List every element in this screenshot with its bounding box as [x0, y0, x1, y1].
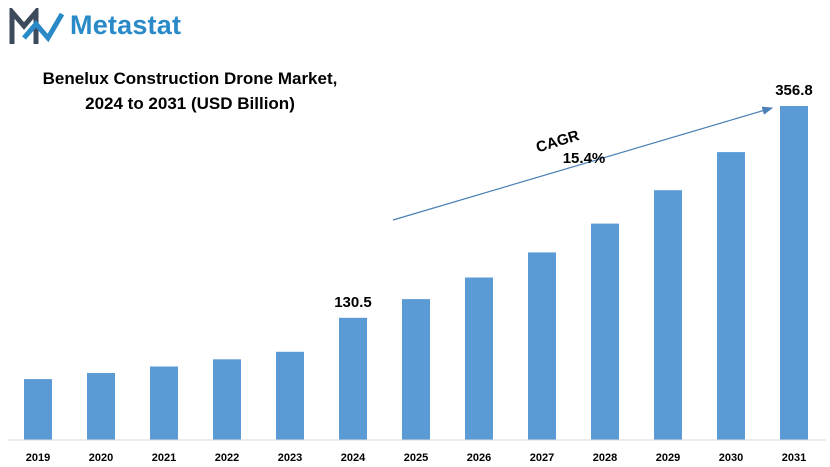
bar-2029 [654, 190, 682, 440]
bar-2022 [213, 359, 241, 440]
chart-title-line-1: Benelux Construction Drone Market, [42, 69, 338, 88]
bar-2020 [87, 373, 115, 440]
x-tick-2025: 2025 [404, 452, 428, 464]
x-tick-2021: 2021 [152, 452, 176, 464]
x-tick-2024: 2024 [341, 452, 366, 464]
x-tick-2031: 2031 [782, 452, 806, 464]
bar-2027 [528, 252, 556, 440]
bar-2021 [150, 366, 178, 440]
bar-2019 [24, 379, 52, 440]
bar-2030 [717, 152, 745, 440]
bar-2028 [591, 223, 619, 440]
bar-2025 [402, 299, 430, 440]
x-tick-2026: 2026 [467, 452, 491, 464]
x-tick-2020: 2020 [89, 452, 113, 464]
chart-title-line-2: 2024 to 2031 (USD Billion) [85, 94, 295, 113]
x-tick-2027: 2027 [530, 452, 554, 464]
bar-2031 [780, 106, 808, 440]
x-tick-2019: 2019 [26, 452, 50, 464]
x-tick-2022: 2022 [215, 452, 239, 464]
bar-2023 [276, 351, 304, 440]
x-tick-2030: 2030 [719, 452, 743, 464]
data-label-2024: 130.5 [334, 294, 372, 311]
metastat-logo-icon [9, 8, 65, 44]
x-tick-2023: 2023 [278, 452, 302, 464]
data-label-2031: 356.8 [775, 82, 813, 99]
brand-name: Metastat [70, 10, 182, 40]
bar-2026 [465, 277, 493, 440]
cagr-arrow [392, 106, 774, 221]
chart-title: Benelux Construction Drone Market, 2024 … [40, 66, 340, 116]
bar-2024 [339, 317, 367, 440]
x-tick-2028: 2028 [593, 452, 617, 464]
cagr-value: 15.4% [563, 150, 606, 167]
x-tick-2029: 2029 [656, 452, 680, 464]
